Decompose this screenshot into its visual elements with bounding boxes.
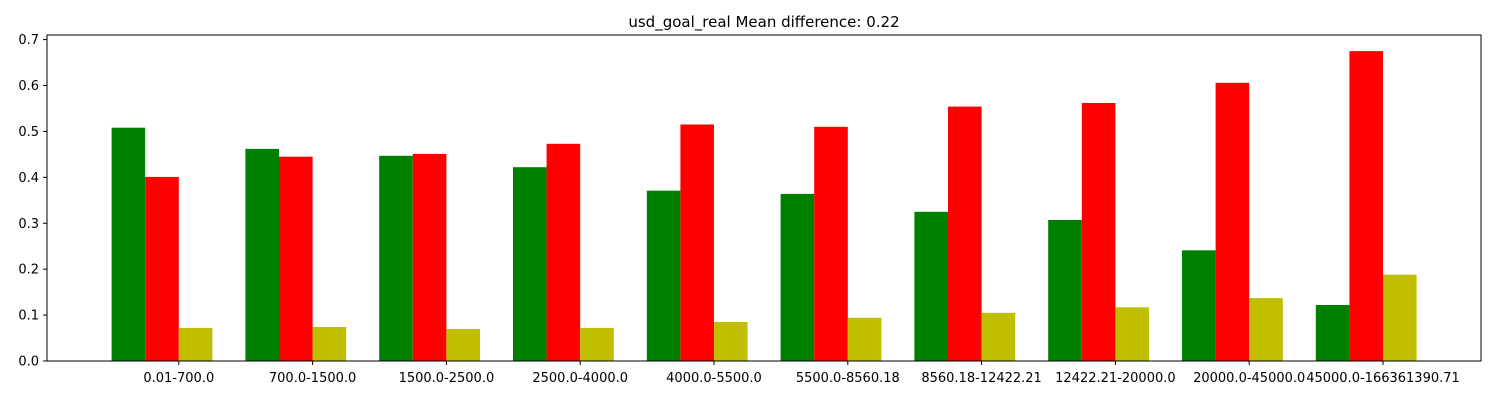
bar-series1-3 [379, 155, 413, 361]
y-tick-label: 0.0 [18, 355, 39, 370]
bar-series1-9 [1182, 250, 1216, 361]
y-tick-label: 0.3 [18, 217, 39, 232]
bar-series3-1 [178, 327, 213, 361]
bar-series2-3 [412, 153, 447, 361]
y-tick-label: 0.1 [18, 309, 39, 324]
bar-series2-6 [814, 126, 848, 361]
bar-series2-1 [145, 176, 179, 361]
bar-series1-10 [1315, 305, 1350, 361]
x-tick-label: 4000.0-5500.0 [666, 371, 762, 386]
x-tick-label: 700.0-1500.0 [269, 371, 356, 386]
bar-series3-5 [714, 322, 748, 361]
x-tick-label: 1500.0-2500.0 [399, 371, 495, 386]
bar-series3-10 [1383, 274, 1417, 361]
bar-series1-5 [646, 190, 681, 361]
bar-series3-7 [981, 312, 1016, 361]
bar-series1-4 [513, 167, 547, 361]
bar-series3-9 [1249, 298, 1283, 361]
x-tick-label: 2500.0-4000.0 [532, 371, 628, 386]
chart-title: usd_goal_real Mean difference: 0.22 [628, 13, 899, 32]
bar-series2-10 [1349, 51, 1383, 361]
x-axis: 0.01-700.0 700.0-1500.0 1500.0-2500.0 2500.… [143, 361, 1460, 386]
x-tick-label: 5500.0-8560.18 [796, 371, 900, 386]
x-tick-label: 20000.0-45000.0 [1193, 371, 1305, 386]
bar-series2-9 [1215, 82, 1250, 362]
x-tick-label: 0.01-700.0 [143, 371, 214, 386]
y-tick-label: 0.5 [18, 125, 39, 140]
bar-series1-7 [914, 211, 948, 361]
bar-series3-2 [312, 327, 347, 361]
y-tick-label: 0.4 [18, 171, 39, 186]
bar-series1-6 [780, 193, 815, 361]
y-tick-label: 0.6 [18, 79, 39, 94]
bar-series3-6 [847, 317, 882, 361]
bar-series2-2 [279, 156, 313, 361]
plot-frame [46, 34, 1482, 362]
y-tick-label: 0.7 [18, 33, 39, 48]
y-tick-label: 0.2 [18, 263, 39, 278]
bar-series1-2 [245, 148, 279, 361]
x-tick-label: 45000.0-166361390.71 [1306, 371, 1460, 386]
y-axis: 0.0 0.1 0.2 0.3 0.4 0.5 0.6 0.7 [18, 33, 47, 370]
x-tick-label: 12422.21-20000.0 [1055, 371, 1175, 386]
bar-series2-8 [1081, 103, 1116, 361]
bar-series1-1 [111, 127, 146, 361]
bar-series3-3 [446, 328, 480, 361]
bar-series2-4 [546, 143, 581, 361]
bar-series3-8 [1115, 307, 1149, 361]
x-tick-label: 8560.18-12422.21 [921, 371, 1041, 386]
bar-series3-4 [580, 327, 614, 361]
bars-group [111, 51, 1417, 362]
bar-series2-5 [680, 124, 714, 361]
bar-series1-8 [1048, 220, 1082, 361]
bar-series2-7 [948, 106, 982, 361]
